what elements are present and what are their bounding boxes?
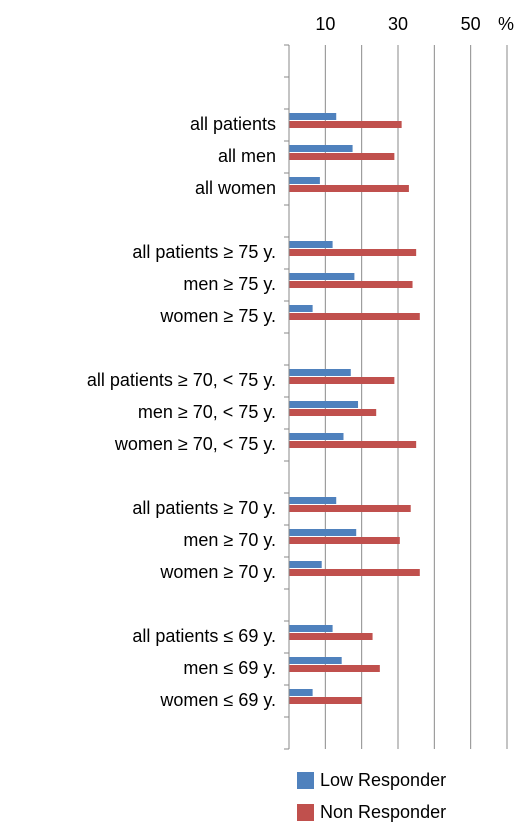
y-tick-label: men ≥ 70 y.	[183, 530, 276, 550]
bar	[289, 505, 411, 512]
y-tick-label: women ≥ 70 y.	[159, 562, 276, 582]
bar	[289, 697, 362, 704]
y-tick-label: all women	[195, 178, 276, 198]
bar	[289, 369, 351, 376]
bar	[289, 561, 322, 568]
bar	[289, 409, 377, 416]
y-tick-label: all patients ≥ 70, < 75 y.	[87, 370, 276, 390]
bar	[289, 377, 395, 384]
legend-label: Low Responder	[320, 770, 446, 790]
bar	[289, 401, 359, 408]
bar	[289, 121, 402, 128]
bar	[289, 529, 357, 536]
bar	[289, 441, 417, 448]
bar	[289, 249, 417, 256]
x-tick-label: 10	[315, 14, 335, 34]
x-tick-label: 50	[461, 14, 481, 34]
y-tick-label: all patients ≥ 70 y.	[132, 498, 276, 518]
bar	[289, 633, 373, 640]
bar	[289, 497, 337, 504]
y-tick-label: women ≤ 69 y.	[159, 690, 276, 710]
bar	[289, 569, 420, 576]
bar	[289, 113, 337, 120]
bar	[289, 537, 400, 544]
bar	[289, 185, 409, 192]
y-tick-label: men ≤ 69 y.	[183, 658, 276, 678]
legend-swatch	[297, 772, 314, 789]
bar	[289, 665, 380, 672]
y-tick-label: all patients ≥ 75 y.	[132, 242, 276, 262]
y-tick-label: all patients ≤ 69 y.	[132, 626, 276, 646]
bar	[289, 177, 320, 184]
bar	[289, 241, 333, 248]
bar	[289, 689, 313, 696]
y-tick-label: men ≥ 75 y.	[183, 274, 276, 294]
x-tick-label: 30	[388, 14, 408, 34]
bar	[289, 657, 342, 664]
y-tick-label: women ≥ 75 y.	[159, 306, 276, 326]
legend-swatch	[297, 804, 314, 821]
y-tick-label: women ≥ 70, < 75 y.	[114, 434, 276, 454]
y-tick-label: men ≥ 70, < 75 y.	[138, 402, 276, 422]
bar	[289, 625, 333, 632]
bar	[289, 153, 395, 160]
bar	[289, 281, 413, 288]
y-tick-label: all men	[218, 146, 276, 166]
y-tick-label: all patients	[190, 114, 276, 134]
bar	[289, 273, 355, 280]
bar	[289, 305, 313, 312]
bar	[289, 145, 353, 152]
x-axis-label: %	[498, 14, 514, 34]
legend-label: Non Responder	[320, 802, 446, 822]
bar	[289, 433, 344, 440]
bar	[289, 313, 420, 320]
